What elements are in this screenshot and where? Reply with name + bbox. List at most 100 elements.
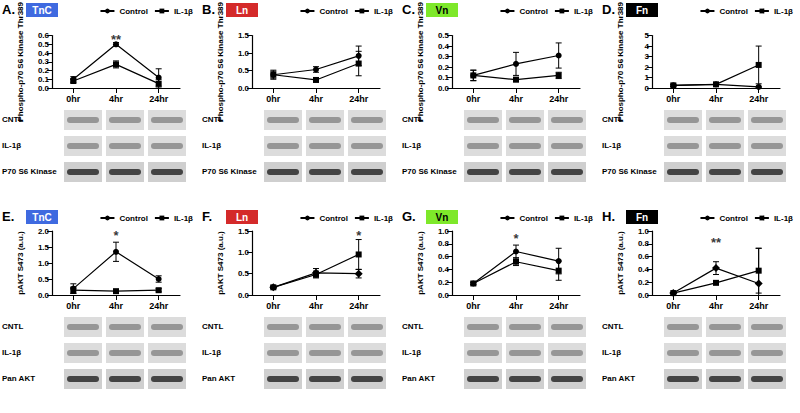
svg-text:pAKT S473 (a.u.): pAKT S473 (a.u.) — [216, 231, 225, 295]
svg-text:*: * — [113, 228, 119, 243]
svg-text:2: 2 — [645, 63, 650, 72]
svg-text:4hr: 4hr — [109, 94, 124, 104]
svg-text:0.2: 0.2 — [38, 66, 50, 75]
svg-text:0.0: 0.0 — [238, 291, 250, 300]
svg-text:Phospho-p70 S6 Kinase Thr389: Phospho-p70 S6 Kinase Thr389 — [216, 1, 225, 121]
svg-text:pAKT S473 (a.u.): pAKT S473 (a.u.) — [616, 231, 625, 295]
svg-text:0hr: 0hr — [266, 94, 281, 104]
svg-text:C.: C. — [402, 2, 415, 17]
svg-text:IL-1β: IL-1β — [174, 214, 193, 223]
svg-text:0.4: 0.4 — [638, 265, 650, 274]
svg-text:1.0: 1.0 — [238, 49, 250, 58]
svg-text:4hr: 4hr — [709, 94, 724, 104]
svg-text:Control: Control — [519, 214, 547, 223]
svg-text:0.3: 0.3 — [38, 57, 50, 66]
svg-text:4hr: 4hr — [509, 301, 524, 311]
svg-text:0.0: 0.0 — [38, 84, 50, 93]
svg-text:IL-1β: IL-1β — [402, 141, 421, 150]
svg-text:4: 4 — [645, 42, 650, 51]
svg-text:0.5: 0.5 — [438, 31, 450, 40]
svg-text:4hr: 4hr — [509, 94, 524, 104]
svg-text:2.0: 2.0 — [38, 227, 50, 236]
svg-text:4hr: 4hr — [309, 301, 324, 311]
svg-text:TnC: TnC — [32, 5, 51, 16]
svg-text:P70 S6 Kinase: P70 S6 Kinase — [602, 167, 657, 176]
svg-text:IL-1β: IL-1β — [2, 141, 21, 150]
svg-text:D.: D. — [602, 2, 615, 17]
svg-text:0hr: 0hr — [266, 301, 281, 311]
svg-text:G.: G. — [402, 209, 416, 224]
svg-text:IL-1β: IL-1β — [602, 348, 621, 357]
svg-text:4hr: 4hr — [709, 301, 724, 311]
svg-text:0.5: 0.5 — [38, 40, 50, 49]
svg-text:0hr: 0hr — [66, 301, 81, 311]
svg-text:Ln: Ln — [236, 212, 248, 223]
svg-text:*: * — [513, 231, 519, 246]
svg-text:0.0: 0.0 — [438, 84, 450, 93]
svg-text:Control: Control — [119, 7, 147, 16]
svg-text:1.5: 1.5 — [38, 243, 50, 252]
svg-text:E.: E. — [2, 209, 14, 224]
svg-text:CNTL: CNTL — [602, 322, 623, 331]
svg-text:24hr: 24hr — [349, 94, 369, 104]
svg-text:0.4: 0.4 — [38, 49, 50, 58]
svg-text:4hr: 4hr — [309, 94, 324, 104]
svg-text:0hr: 0hr — [66, 94, 81, 104]
svg-text:0hr: 0hr — [466, 94, 481, 104]
svg-text:5: 5 — [645, 31, 650, 40]
svg-text:IL-1β: IL-1β — [202, 348, 221, 357]
svg-text:0.4: 0.4 — [438, 265, 450, 274]
svg-text:IL-1β: IL-1β — [574, 214, 593, 223]
svg-text:3: 3 — [645, 52, 650, 61]
svg-text:P70 S6 Kinase: P70 S6 Kinase — [2, 167, 57, 176]
svg-text:0.2: 0.2 — [438, 278, 450, 287]
svg-text:24hr: 24hr — [149, 301, 169, 311]
svg-text:Pan AKT: Pan AKT — [202, 374, 235, 383]
svg-text:A.: A. — [2, 2, 15, 17]
svg-text:0.5: 0.5 — [238, 269, 250, 278]
svg-text:1.0: 1.0 — [38, 259, 50, 268]
svg-text:24hr: 24hr — [749, 94, 769, 104]
svg-text:Phospho-p70 S6 Kinase Thr389: Phospho-p70 S6 Kinase Thr389 — [16, 1, 25, 121]
svg-text:0.3: 0.3 — [438, 52, 450, 61]
svg-text:TnC: TnC — [32, 212, 51, 223]
svg-text:IL-1β: IL-1β — [574, 7, 593, 16]
svg-text:CNTL: CNTL — [202, 322, 223, 331]
svg-text:Vn: Vn — [436, 5, 449, 16]
svg-text:0.6: 0.6 — [438, 252, 450, 261]
svg-text:Fn: Fn — [636, 5, 648, 16]
svg-text:4hr: 4hr — [109, 301, 124, 311]
svg-text:IL-1β: IL-1β — [374, 7, 393, 16]
svg-text:Control: Control — [319, 214, 347, 223]
svg-text:0.8: 0.8 — [438, 239, 450, 248]
svg-text:0hr: 0hr — [666, 301, 681, 311]
svg-text:Pan AKT: Pan AKT — [402, 374, 435, 383]
svg-text:24hr: 24hr — [549, 94, 569, 104]
svg-text:P70 S6 Kinase: P70 S6 Kinase — [402, 167, 457, 176]
svg-text:IL-1β: IL-1β — [174, 7, 193, 16]
svg-text:24hr: 24hr — [349, 301, 369, 311]
svg-text:0.0: 0.0 — [238, 84, 250, 93]
svg-text:*: * — [356, 228, 362, 243]
svg-text:0.0: 0.0 — [438, 291, 450, 300]
svg-text:**: ** — [111, 32, 122, 47]
svg-text:0.1: 0.1 — [438, 73, 450, 82]
svg-text:0.5: 0.5 — [38, 275, 50, 284]
svg-text:H.: H. — [602, 209, 615, 224]
svg-text:Vn: Vn — [436, 212, 449, 223]
svg-text:pAKT S473 (a.u.): pAKT S473 (a.u.) — [16, 231, 25, 295]
svg-text:Pan AKT: Pan AKT — [2, 374, 35, 383]
svg-text:IL-1β: IL-1β — [402, 348, 421, 357]
svg-text:Control: Control — [719, 214, 747, 223]
svg-text:0.0: 0.0 — [38, 291, 50, 300]
svg-text:Control: Control — [119, 214, 147, 223]
svg-text:1.5: 1.5 — [238, 31, 250, 40]
svg-text:0.1: 0.1 — [38, 75, 50, 84]
svg-text:0.4: 0.4 — [438, 42, 450, 51]
svg-text:24hr: 24hr — [749, 301, 769, 311]
svg-text:Ln: Ln — [236, 5, 248, 16]
svg-text:Phospho-p70 S6 Kinase Thr389: Phospho-p70 S6 Kinase Thr389 — [616, 1, 625, 121]
svg-text:IL-1β: IL-1β — [774, 214, 793, 223]
svg-text:Pan AKT: Pan AKT — [602, 374, 635, 383]
svg-text:24hr: 24hr — [549, 301, 569, 311]
